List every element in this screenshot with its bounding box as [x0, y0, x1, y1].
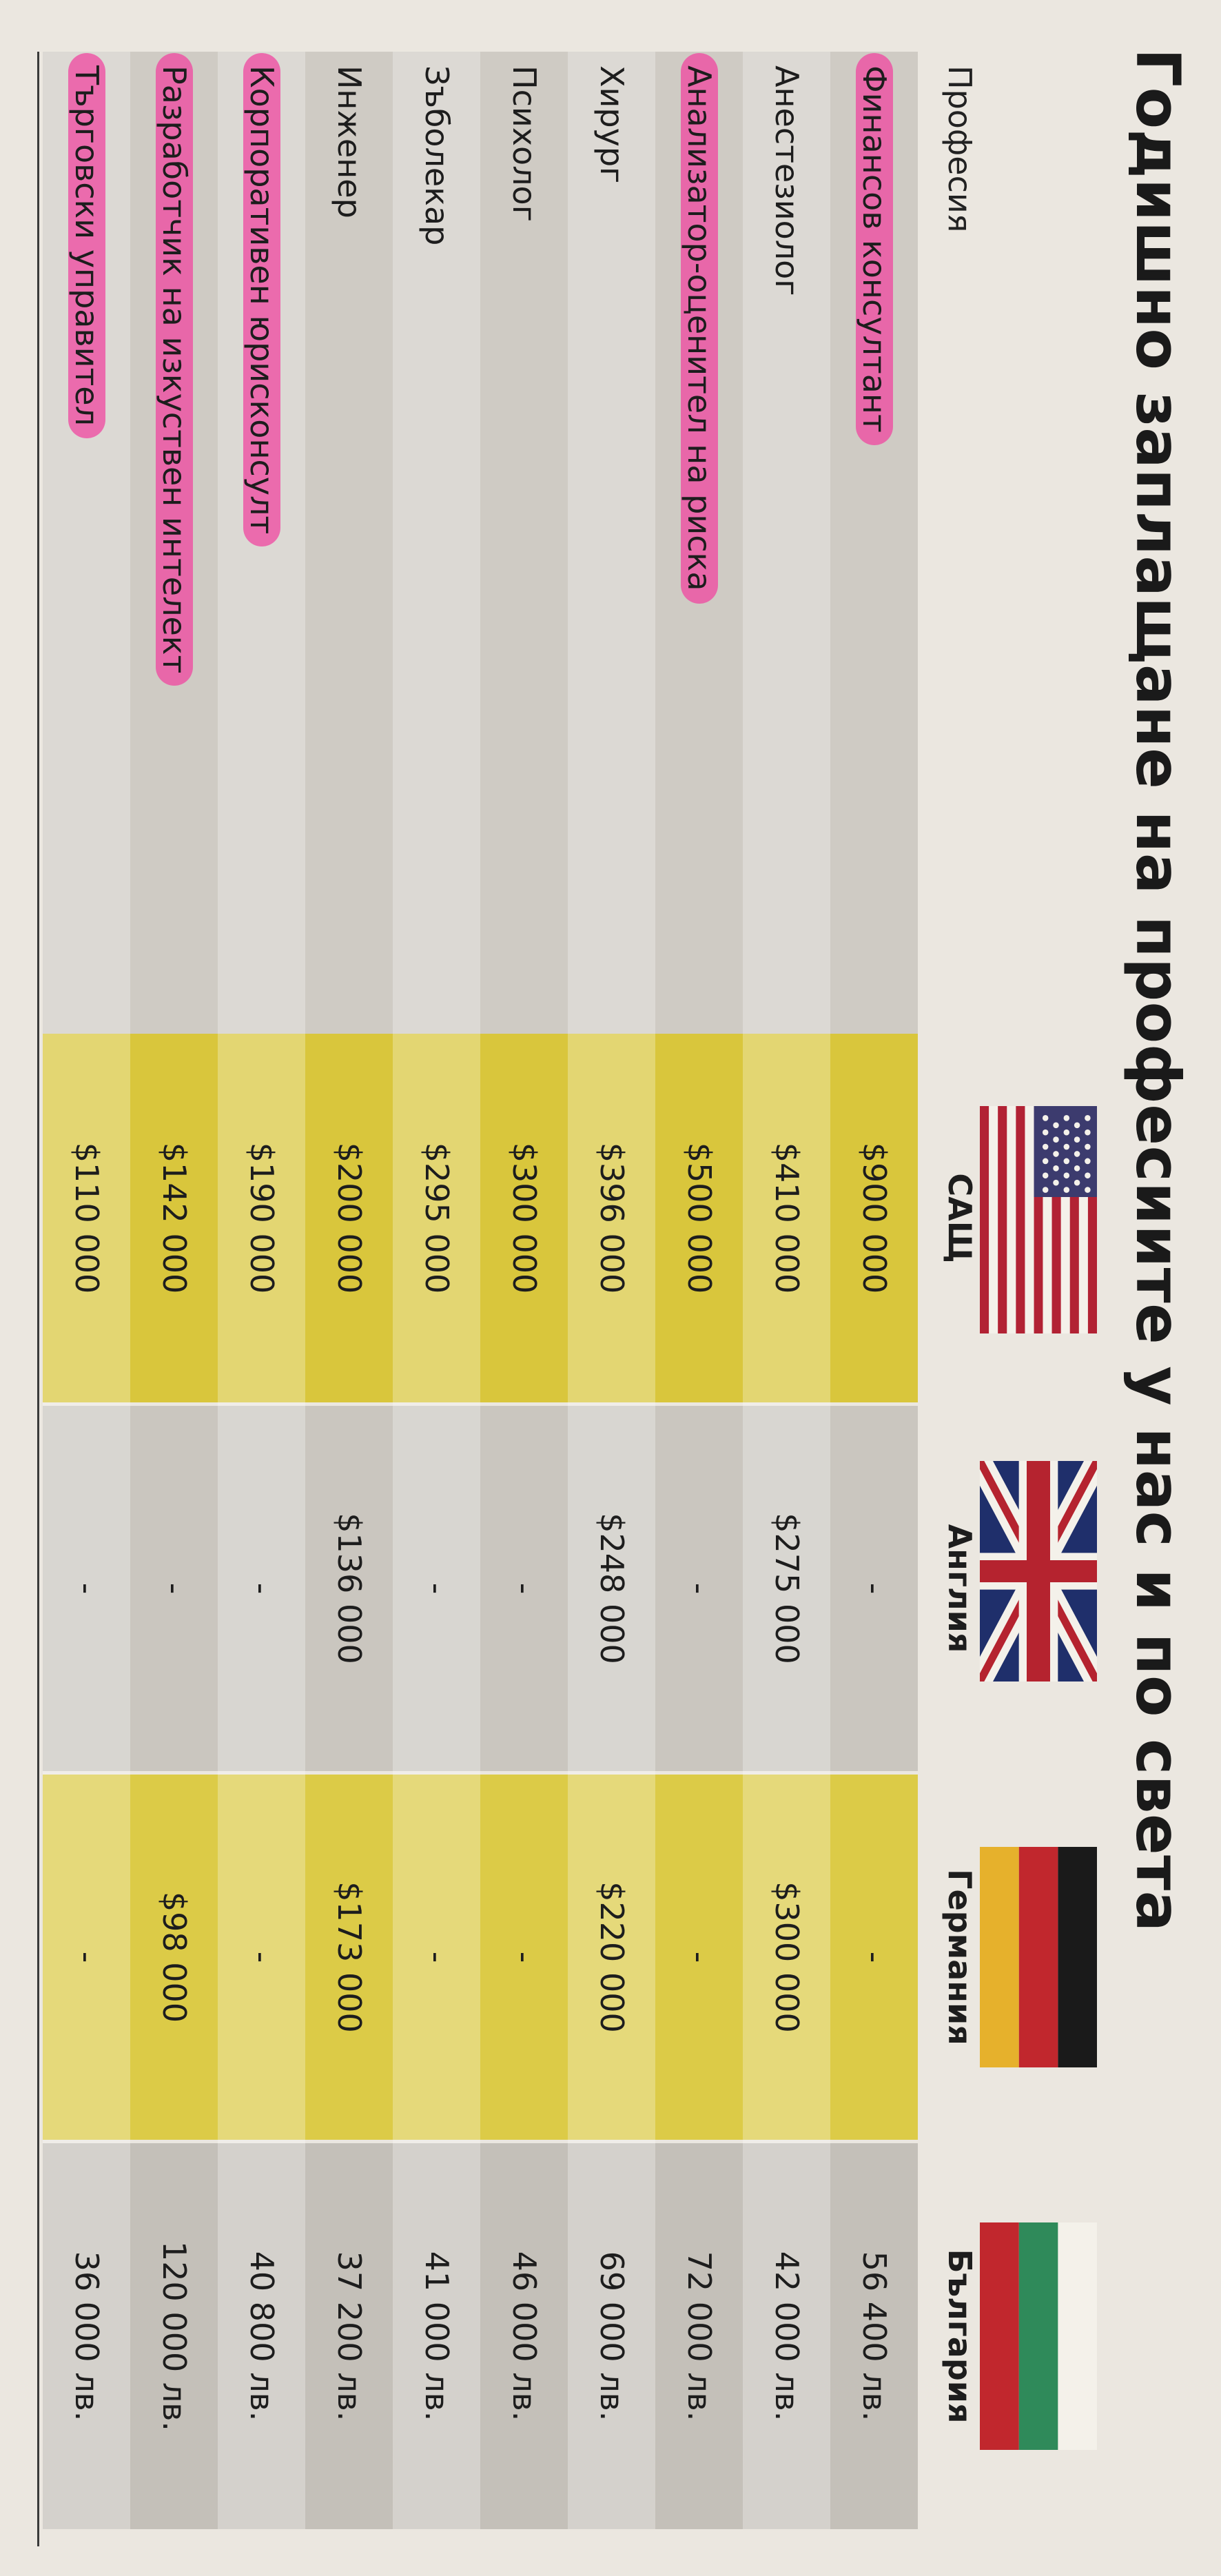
header-usa: САЩ [941, 1173, 978, 1263]
usa-salary-cell: $110 000 [68, 1142, 105, 1294]
bulgaria-salary-cell: 69 000 лв. [593, 2251, 630, 2422]
bulgaria-salary-cell: 37 200 лв. [331, 2251, 368, 2422]
table-row: Анестезиолог $410 000 $275 000 $300 000 … [743, 52, 830, 2529]
table-row: Анализатор-оценител на риска $500 000 - … [655, 52, 743, 2529]
uk-salary-cell: $275 000 [768, 1513, 806, 1664]
uk-salary-cell: - [243, 1582, 280, 1595]
profession-cell: Корпоративен юрисконсулт [243, 53, 280, 547]
bulgaria-salary-cell: 56 400 лв. [856, 2251, 893, 2422]
usa-salary-cell: $142 000 [156, 1142, 193, 1294]
profession-cell: Психолог [506, 65, 543, 222]
salary-table: Финансов консултант $900 000 - - 56 400 … [43, 52, 918, 2529]
table-row: Хирург $396 000 $248 000 $220 000 69 000… [568, 52, 655, 2529]
germany-salary-cell: $300 000 [768, 1881, 806, 2033]
table-row: Зъболекар $295 000 - - 41 000 лв. [393, 52, 480, 2529]
profession-cell: Хирург [593, 65, 630, 184]
germany-salary-cell: - [856, 1951, 893, 1963]
profession-cell: Търговски управител [68, 53, 105, 439]
uk-salary-cell: - [68, 1582, 105, 1595]
germany-flag-icon [980, 1847, 1097, 2067]
bulgaria-salary-cell: 46 000 лв. [506, 2251, 543, 2422]
uk-salary-cell: - [506, 1582, 543, 1595]
germany-salary-cell: $220 000 [593, 1881, 630, 2033]
usa-salary-cell: $396 000 [593, 1142, 630, 1294]
uk-salary-cell: - [156, 1582, 193, 1595]
table-row: Финансов консултант $900 000 - - 56 400 … [830, 52, 918, 2529]
usa-salary-cell: $200 000 [331, 1142, 368, 1294]
bulgaria-salary-cell: 72 000 лв. [681, 2251, 718, 2422]
germany-salary-cell: - [243, 1951, 280, 1963]
uk-salary-cell: - [418, 1582, 455, 1595]
table-row: Разработчик на изкуствен интелект $142 0… [130, 52, 218, 2529]
bulgaria-salary-cell: 42 000 лв. [768, 2251, 806, 2422]
germany-salary-cell: $98 000 [156, 1891, 193, 2023]
header-profession: Професия [941, 65, 978, 233]
profession-cell: Разработчик на изкуствен интелект [156, 53, 193, 686]
header-uk: Англия [941, 1524, 978, 1653]
germany-salary-cell: - [68, 1951, 105, 1963]
bulgaria-salary-cell: 36 000 лв. [68, 2251, 105, 2422]
usa-salary-cell: $410 000 [768, 1142, 806, 1294]
bulgaria-salary-cell: 120 000 лв. [156, 2241, 193, 2431]
germany-salary-cell: - [506, 1951, 543, 1963]
usa-salary-cell: $500 000 [681, 1142, 718, 1294]
germany-salary-cell: - [681, 1951, 718, 1963]
uk-salary-cell: - [856, 1582, 893, 1595]
uk-salary-cell: $248 000 [593, 1513, 630, 1664]
uk-salary-cell: $136 000 [331, 1513, 368, 1664]
germany-salary-cell: $173 000 [331, 1881, 368, 2033]
table-row: Психолог $300 000 - - 46 000 лв. [480, 52, 568, 2529]
usa-salary-cell: $295 000 [418, 1142, 455, 1294]
profession-cell: Анестезиолог [768, 65, 806, 296]
profession-cell: Анализатор-оценител на риска [681, 53, 718, 604]
usa-salary-cell: $190 000 [243, 1142, 280, 1294]
page-title: Годишно заплащане на професиите у нас и … [1122, 48, 1193, 1932]
header-bulgaria: България [941, 2249, 978, 2424]
bulgaria-salary-cell: 40 800 лв. [243, 2251, 280, 2422]
table-row: Търговски управител $110 000 - - 36 000 … [43, 52, 130, 2529]
bulgaria-flag-icon [980, 2222, 1097, 2450]
table-row: Корпоративен юрисконсулт $190 000 - - 40… [218, 52, 305, 2529]
germany-salary-cell: - [418, 1951, 455, 1963]
header-germany: Германия [941, 1869, 978, 2045]
profession-cell: Инженер [331, 65, 368, 218]
usa-flag-icon [980, 1106, 1097, 1333]
uk-salary-cell: - [681, 1582, 718, 1595]
uk-flag-icon [980, 1461, 1097, 1681]
profession-cell: Зъболекар [418, 65, 455, 246]
table-row: Инженер $200 000 $136 000 $173 000 37 20… [305, 52, 393, 2529]
bottom-rule [37, 52, 39, 2546]
usa-salary-cell: $900 000 [856, 1142, 893, 1294]
usa-salary-cell: $300 000 [506, 1142, 543, 1294]
profession-cell: Финансов консултант [856, 53, 893, 445]
bulgaria-salary-cell: 41 000 лв. [418, 2251, 455, 2422]
